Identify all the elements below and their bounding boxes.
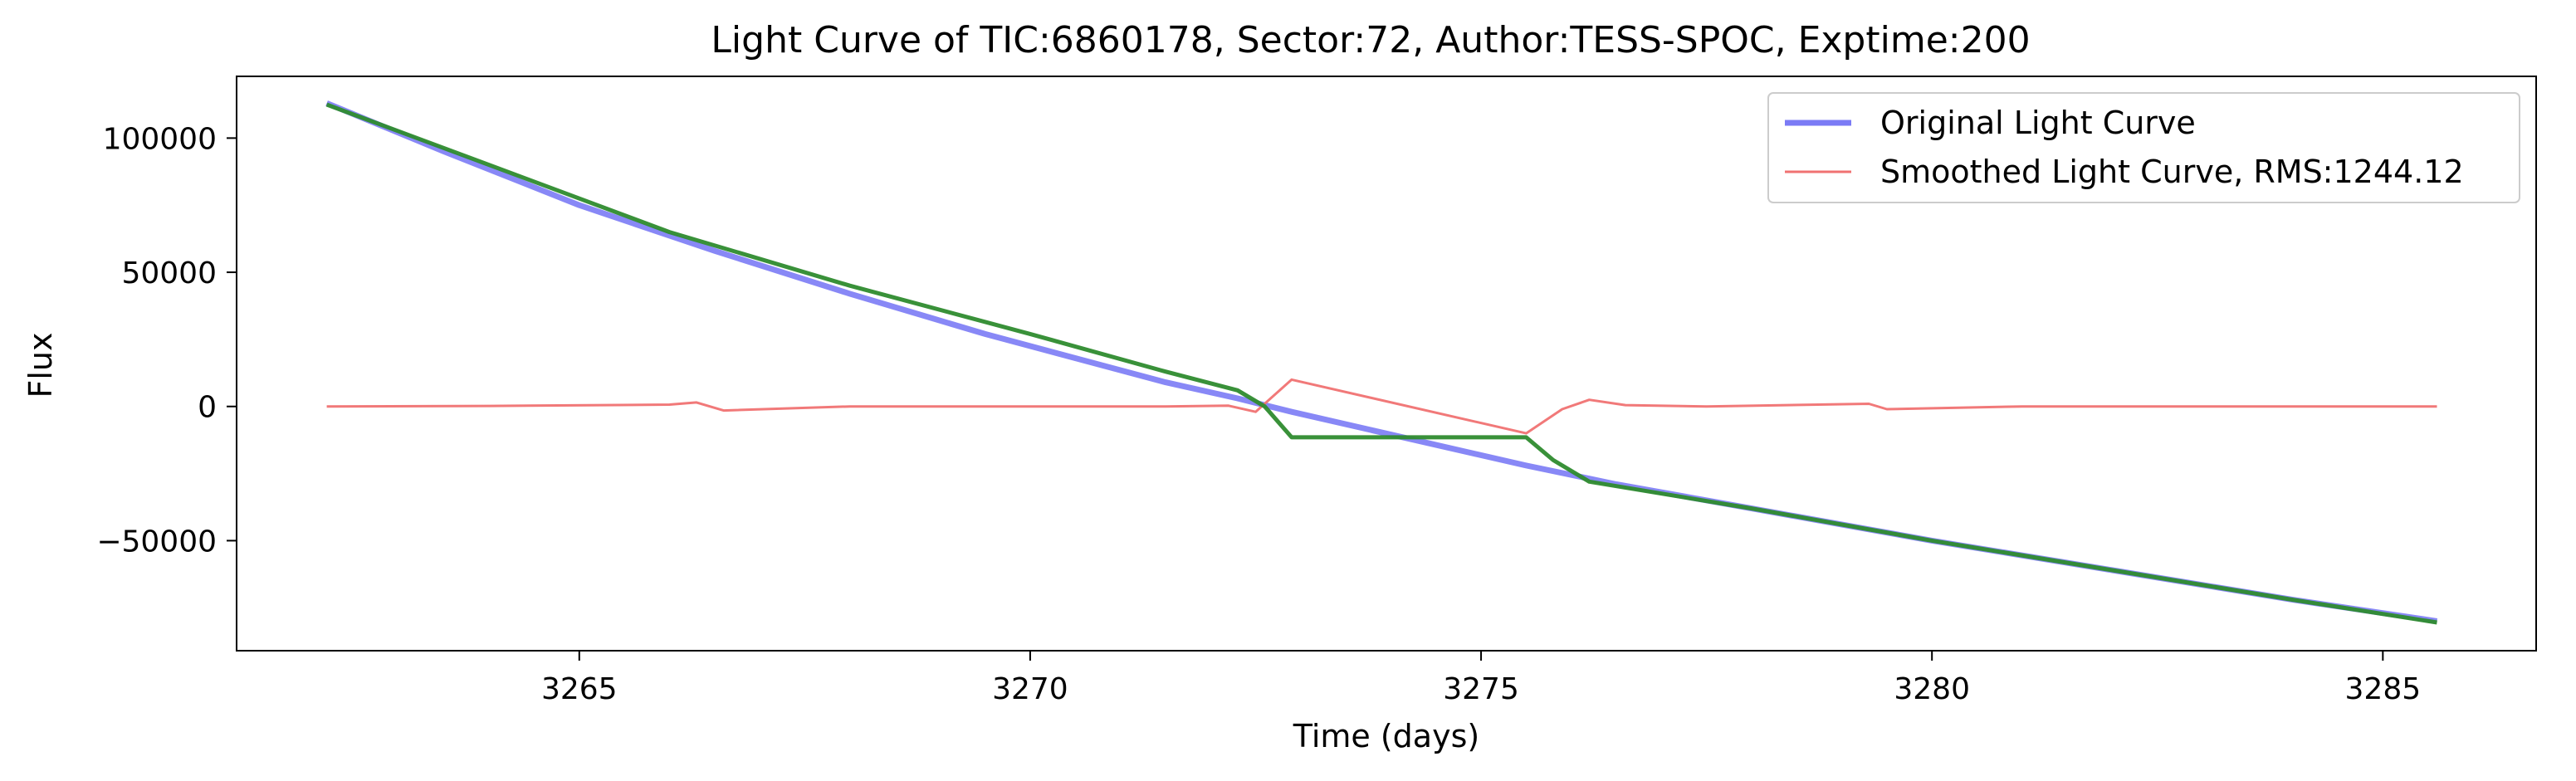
legend-label-smoothed: Smoothed Light Curve, RMS:1244.12 — [1880, 154, 2464, 190]
y-tick-label: −50000 — [96, 525, 217, 559]
y-tick-label: 0 — [198, 391, 217, 425]
plot-area — [236, 76, 2537, 652]
legend-frame — [1767, 92, 2520, 203]
legend: Original Light Curve Smoothed Light Curv… — [1767, 92, 2520, 203]
series-smoothed-line — [326, 378, 2437, 435]
x-tick-label: 3270 — [992, 672, 1068, 706]
y-tick-label: 100000 — [103, 122, 217, 156]
x-tick-label: 3265 — [541, 672, 618, 706]
x-tick-label: 3285 — [2345, 672, 2422, 706]
chart-title: Light Curve of TIC:6860178, Sector:72, A… — [711, 19, 2030, 61]
y-axis-label: Flux — [22, 333, 59, 398]
x-tick-label: 3275 — [1443, 672, 1519, 706]
series-fit-line — [325, 102, 2437, 625]
x-axis-label: Time (days) — [1293, 718, 1479, 754]
legend-label-original: Original Light Curve — [1880, 105, 2196, 141]
x-tick-label: 3280 — [1894, 672, 1970, 706]
y-axis-ticks: 100000 50000 0 −50000 — [96, 122, 237, 559]
x-axis-ticks: 3265 3270 3275 3280 3285 — [541, 651, 2421, 706]
y-tick-label: 50000 — [121, 256, 217, 290]
series-layer — [325, 100, 2438, 625]
